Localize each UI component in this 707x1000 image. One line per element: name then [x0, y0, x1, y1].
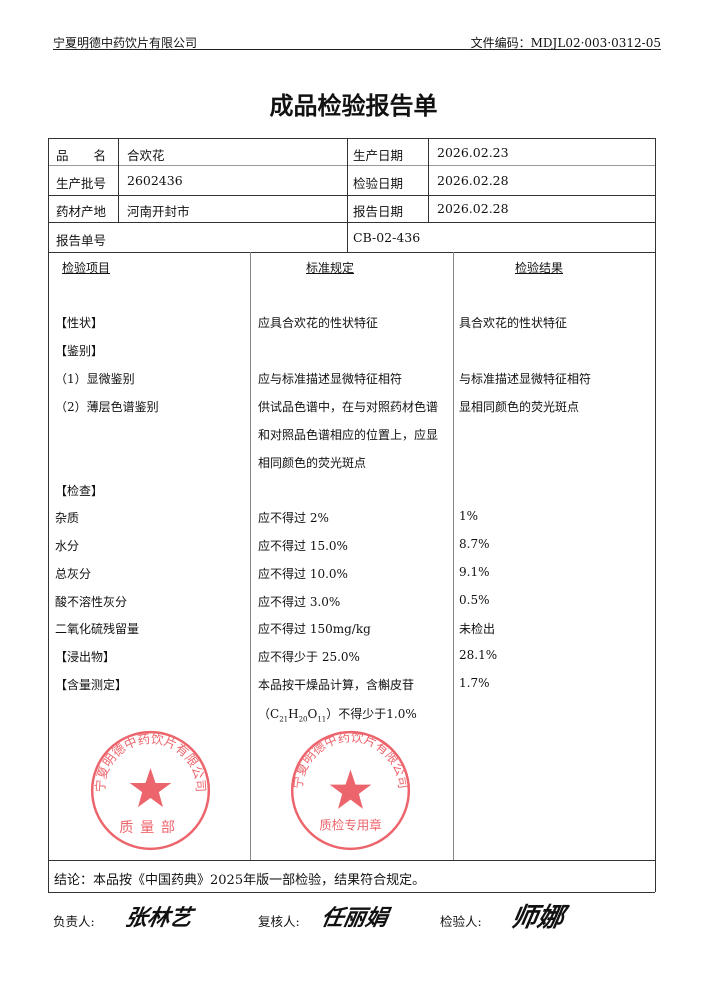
row-std: 本品按干燥品计算，含槲皮苷 — [258, 678, 415, 692]
svg-text:宁夏明德中药饮片有限公司: 宁夏明德中药饮片有限公司 — [290, 729, 411, 789]
responsible-label: 负责人: — [53, 914, 95, 929]
row-std: 应不得过 10.0% — [258, 567, 348, 581]
prod-date-label: 生产日期 — [353, 148, 404, 163]
product-name: 合欢花 — [127, 148, 165, 163]
name-label: 品 名 — [56, 148, 107, 163]
test-date-label: 检验日期 — [353, 176, 404, 191]
row-std: 相同颜色的荧光斑点 — [258, 456, 367, 470]
row-result: 未检出 — [459, 622, 496, 636]
conclusion: 结论：本品按《中国药典》2025年版一部检验，结果符合规定。 — [54, 873, 426, 888]
svg-text:质量部: 质量部 — [119, 820, 181, 836]
row-item: 总灰分 — [55, 567, 92, 581]
col-header-result: 检验结果 — [515, 261, 564, 275]
report-number: CB-02-436 — [353, 230, 421, 245]
inspector-signature: 师娜 — [508, 903, 567, 933]
row-item: 【性状】 — [55, 316, 104, 330]
company-name: 宁夏明德中药饮片有限公司 — [53, 36, 198, 50]
row-result: 与标准描述显微特征相符 — [459, 372, 592, 386]
prod-date: 2026.02.23 — [437, 145, 509, 160]
report-date-label: 报告日期 — [353, 204, 404, 219]
svg-text:质检专用章: 质检专用章 — [319, 818, 382, 833]
row-std: 应不得过 150mg/kg — [258, 622, 371, 636]
row-item: 酸不溶性灰分 — [55, 595, 128, 609]
batch-number: 2602436 — [127, 173, 183, 188]
origin-label: 药材产地 — [56, 204, 107, 219]
row-result: 0.5% — [459, 593, 490, 607]
reviewer-label: 复核人: — [258, 914, 300, 929]
page-title: 成品检验报告单 — [269, 91, 438, 120]
report-date: 2026.02.28 — [437, 201, 509, 216]
row-item: 杂质 — [55, 511, 80, 525]
reviewer-signature: 任丽娟 — [319, 905, 390, 931]
col-header-standard: 标准规定 — [306, 261, 355, 275]
row-result: 9.1% — [459, 565, 490, 579]
row-item: （1）显微鉴别 — [55, 372, 135, 386]
row-std: 应不得过 15.0% — [258, 539, 348, 553]
header-divider — [53, 49, 661, 50]
quality-dept-stamp: 宁夏明德中药饮片有限公司 质量部 — [90, 730, 211, 851]
inspector-label: 检验人: — [440, 914, 482, 929]
row-item: 水分 — [55, 539, 80, 553]
row-item: 二氧化硫残留量 — [55, 622, 140, 636]
row-item: 【浸出物】 — [55, 650, 116, 664]
test-date: 2026.02.28 — [437, 173, 509, 188]
row-item: 【含量测定】 — [55, 678, 128, 692]
row-result: 1.7% — [459, 676, 490, 690]
formula-line: （C21H20O11）不得少于1.0% — [258, 707, 417, 724]
row-result: 显相同颜色的荧光斑点 — [459, 400, 580, 414]
report-no-label: 报告单号 — [56, 233, 107, 248]
row-result: 8.7% — [459, 537, 490, 551]
col-header-item: 检验项目 — [62, 261, 111, 275]
row-result: 1% — [459, 509, 479, 523]
row-std: 应不得过 2% — [258, 511, 329, 525]
row-result: 具合欢花的性状特征 — [459, 316, 568, 330]
row-std: 应与标准描述显微特征相符 — [258, 372, 403, 386]
row-result: 28.1% — [459, 648, 498, 662]
row-std: 应具合欢花的性状特征 — [258, 316, 379, 330]
row-std: 和对照品色谱相应的位置上，应显 — [258, 428, 439, 442]
document-code: 文件编码：MDJL02·003·0312-05 — [470, 36, 661, 50]
row-item: 【检查】 — [55, 484, 104, 498]
row-std: 应不得过 3.0% — [258, 595, 341, 609]
inspection-seal-stamp: 宁夏明德中药饮片有限公司 质检专用章 — [290, 729, 411, 851]
row-std: 供试品色谱中，在与对照药材色谱 — [258, 400, 439, 414]
row-std: 应不得少于 25.0% — [258, 650, 360, 664]
svg-text:宁夏明德中药饮片有限公司: 宁夏明德中药饮片有限公司 — [92, 731, 208, 793]
row-item: （2）薄层色谱鉴别 — [55, 400, 159, 414]
batch-label: 生产批号 — [56, 176, 107, 191]
row-item: 【鉴别】 — [55, 344, 104, 358]
origin: 河南开封市 — [127, 204, 190, 219]
responsible-signature: 张林艺 — [123, 905, 194, 931]
